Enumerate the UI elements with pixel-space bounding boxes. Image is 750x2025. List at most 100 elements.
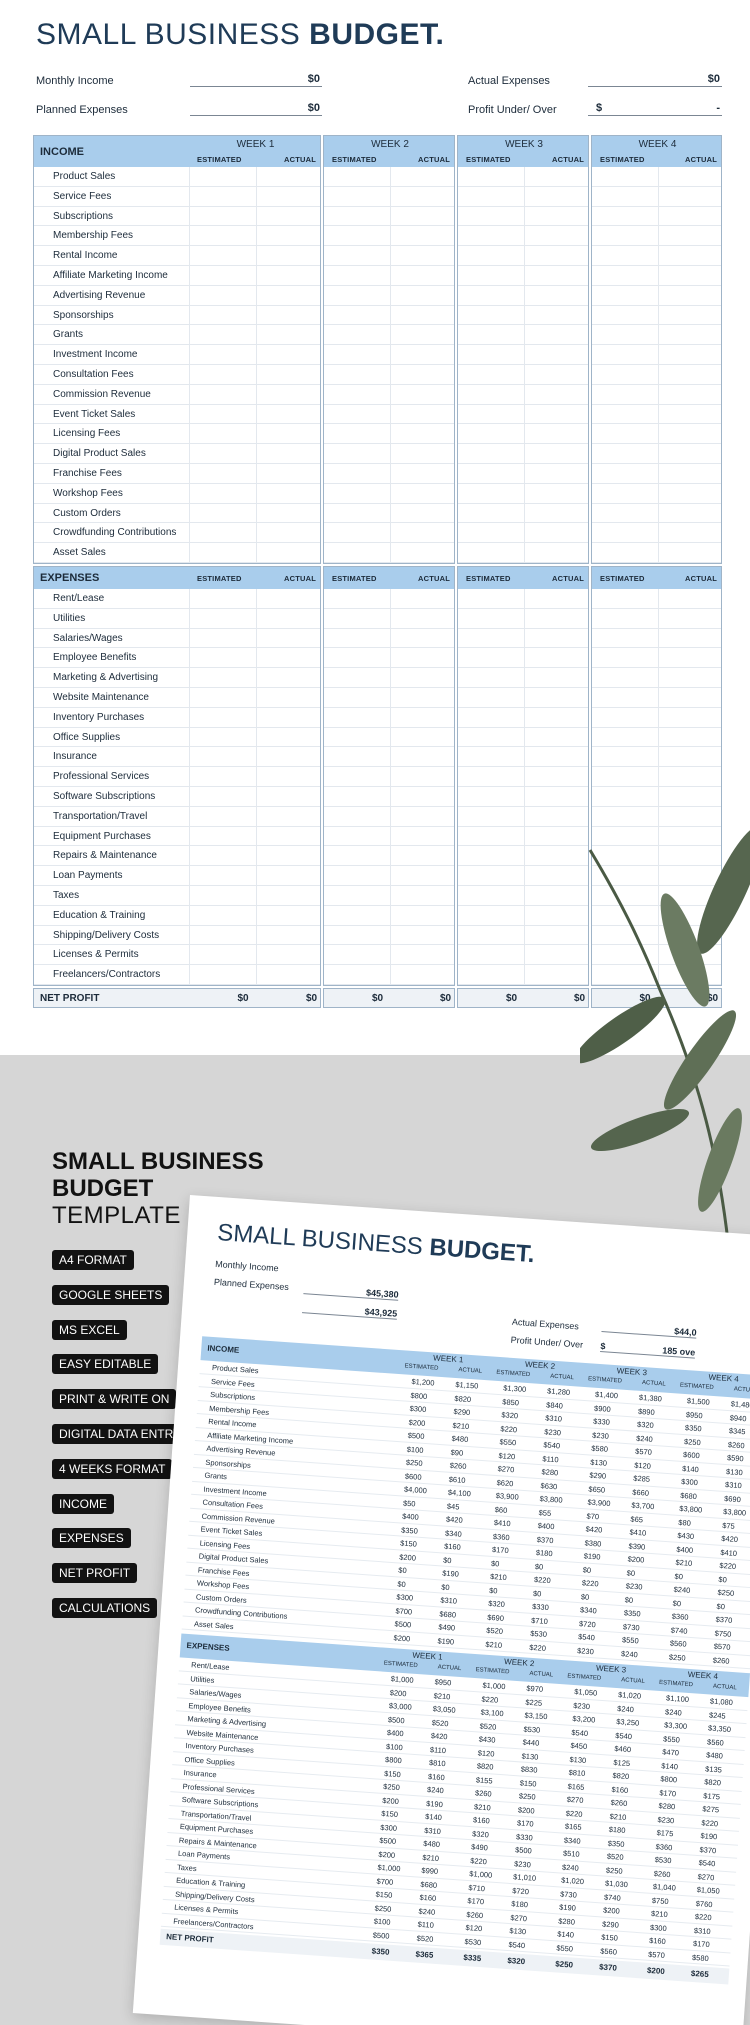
table-row[interactable] [324,866,454,886]
table-row[interactable] [592,629,721,649]
table-row[interactable]: Service Fees [34,187,320,207]
table-row[interactable] [592,787,721,807]
table-row[interactable] [324,728,454,748]
table-row[interactable] [458,266,588,286]
table-row[interactable]: Rental Income [34,246,320,266]
table-row[interactable] [324,266,454,286]
table-row[interactable]: Advertising Revenue [34,286,320,306]
table-row[interactable] [458,866,588,886]
table-row[interactable]: Education & Training [34,906,320,926]
table-row[interactable] [324,708,454,728]
table-row[interactable] [458,846,588,867]
monthly-income-field[interactable]: $0 [190,73,322,87]
table-row[interactable] [592,207,721,227]
table-row[interactable] [592,609,721,629]
table-row[interactable] [324,827,454,847]
table-row[interactable]: Asset Sales [34,543,320,563]
table-row[interactable]: Affiliate Marketing Income [34,266,320,286]
table-row[interactable] [592,906,721,926]
table-row[interactable]: Workshop Fees [34,484,320,504]
table-row[interactable] [592,286,721,306]
table-row[interactable] [458,926,588,946]
table-row[interactable] [458,504,588,524]
table-row[interactable]: Website Maintenance [34,688,320,708]
table-row[interactable] [458,385,588,405]
table-row[interactable]: Employee Benefits [34,648,320,669]
table-row[interactable] [324,246,454,266]
table-row[interactable] [324,945,454,966]
table-row[interactable] [324,629,454,649]
table-row[interactable] [592,226,721,247]
table-row[interactable] [592,866,721,886]
table-row[interactable]: Sponsorships [34,306,320,326]
table-row[interactable] [324,484,454,504]
table-row[interactable] [592,648,721,669]
table-row[interactable] [592,846,721,867]
table-row[interactable]: Software Subscriptions [34,787,320,807]
table-row[interactable] [324,668,454,688]
table-row[interactable] [592,708,721,728]
table-row[interactable] [592,827,721,847]
table-row[interactable] [324,424,454,445]
table-row[interactable] [592,306,721,326]
table-row[interactable] [324,886,454,906]
table-row[interactable] [592,167,721,187]
table-row[interactable] [458,306,588,326]
table-row[interactable]: Event Ticket Sales [34,405,320,425]
table-row[interactable]: Repairs & Maintenance [34,846,320,867]
table-row[interactable] [324,405,454,425]
table-row[interactable]: Licensing Fees [34,424,320,445]
table-row[interactable] [324,286,454,306]
table-row[interactable]: Rent/Lease [34,589,320,609]
table-row[interactable] [592,945,721,966]
table-row[interactable] [592,325,721,346]
profit-field[interactable]: $ - [588,102,722,116]
table-row[interactable] [458,648,588,669]
table-row[interactable]: Product Sales [34,167,320,187]
table-row[interactable] [458,688,588,708]
table-row[interactable] [324,523,454,544]
table-row[interactable] [324,167,454,187]
table-row[interactable] [592,886,721,906]
table-row[interactable] [324,325,454,346]
table-row[interactable] [592,543,721,563]
table-row[interactable] [458,886,588,906]
table-row[interactable]: Membership Fees [34,226,320,247]
table-row[interactable] [458,226,588,247]
table-row[interactable] [458,246,588,266]
table-row[interactable]: Digital Product Sales [34,444,320,464]
table-row[interactable] [458,365,588,385]
table-row[interactable] [458,629,588,649]
table-row[interactable] [592,405,721,425]
table-row[interactable]: Subscriptions [34,207,320,227]
table-row[interactable] [592,807,721,827]
table-row[interactable] [592,926,721,946]
table-row[interactable]: Office Supplies [34,728,320,748]
table-row[interactable] [592,668,721,688]
table-row[interactable] [458,167,588,187]
table-row[interactable]: Crowdfunding Contributions [34,523,320,544]
table-row[interactable] [458,589,588,609]
table-row[interactable] [458,523,588,544]
table-row[interactable] [458,286,588,306]
table-row[interactable] [324,807,454,827]
table-row[interactable] [324,846,454,867]
table-row[interactable] [458,787,588,807]
table-row[interactable] [592,589,721,609]
table-row[interactable] [324,543,454,563]
table-row[interactable] [324,747,454,768]
table-row[interactable] [592,345,721,365]
table-row[interactable] [592,365,721,385]
table-row[interactable]: Insurance [34,747,320,768]
table-row[interactable] [458,827,588,847]
actual-expenses-field[interactable]: $0 [588,73,722,87]
table-row[interactable] [592,246,721,266]
table-row[interactable] [458,424,588,445]
table-row[interactable]: Professional Services [34,767,320,787]
table-row[interactable] [324,589,454,609]
table-row[interactable] [324,187,454,207]
table-row[interactable] [458,747,588,768]
table-row[interactable]: Transportation/Travel [34,807,320,827]
table-row[interactable]: Inventory Purchases [34,708,320,728]
table-row[interactable] [592,464,721,484]
